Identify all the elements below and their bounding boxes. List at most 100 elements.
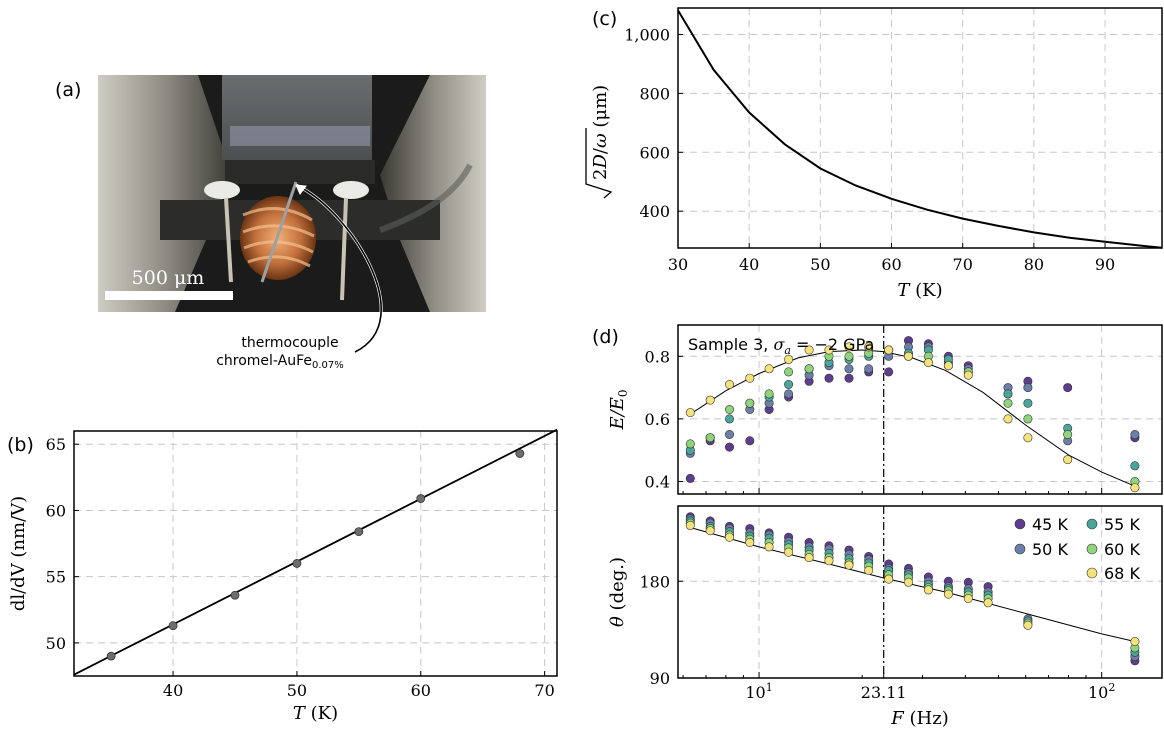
tick-label-x: 60 (411, 681, 431, 700)
y-axis-label-text: 2D/ω (μm) (590, 85, 611, 180)
top-point-45K (884, 367, 894, 377)
tick-label-x: 23.11 (861, 683, 907, 702)
data-point (292, 559, 302, 568)
legend-marker-45K (1014, 518, 1026, 530)
annotation-arrowhead (295, 184, 307, 195)
top-tick-label-y: 0.6 (645, 410, 670, 429)
top-point-68K (1130, 483, 1140, 493)
bottom-point-68K (943, 589, 953, 599)
tick-label-x: 70 (534, 681, 554, 700)
fit-line (73, 428, 558, 676)
top-point-50K (844, 364, 854, 374)
chart-b: 40 50 60 70 50 55 60 65 T (K) dl/dV (nm/V) (8, 428, 558, 724)
bottom-frame (677, 505, 1163, 679)
curve (677, 9, 1163, 249)
top-point-68K (1023, 433, 1033, 443)
top-tick-label-y: 0.4 (645, 472, 670, 491)
top-point-60K (1003, 398, 1013, 408)
legend-marker-68K (1086, 567, 1098, 579)
tick-label-x: 40 (739, 255, 759, 274)
tick-label-x: 70 (953, 255, 973, 274)
top-point-68K (963, 370, 973, 380)
legend-marker-50K (1014, 543, 1026, 555)
plot-frame (73, 430, 558, 677)
x-axis-label: T (K) (897, 280, 942, 301)
top-point-45K (745, 436, 755, 446)
bottom-tick-label-y: 180 (639, 572, 670, 591)
bottom-tick-label-y: 90 (650, 669, 670, 688)
top-point-60K (784, 367, 794, 377)
top-point-55K (784, 379, 794, 389)
data-point (416, 494, 426, 503)
top-point-55K (1130, 461, 1140, 471)
data-point (230, 590, 240, 600)
data-point (515, 449, 525, 458)
bottom-point-68K (745, 537, 755, 547)
tick-label-x: 30 (668, 255, 688, 274)
top-tick-label-y: 0.8 (645, 347, 670, 366)
legend-label: 60 K (1104, 540, 1140, 559)
tick-label-y: 60 (46, 501, 66, 520)
data-point (168, 621, 178, 631)
top-point-68K (923, 358, 933, 368)
bottom-point-68K (963, 593, 973, 603)
bottom-point-68K (864, 565, 874, 575)
top-point-68K (745, 373, 755, 383)
top-point-68K (685, 408, 695, 418)
tick-label-y: 55 (46, 568, 66, 587)
panel-label-b: (b) (7, 434, 34, 456)
top-point-68K (1063, 455, 1073, 465)
panel-label-d: (d) (592, 326, 619, 348)
bottom-point-68K (724, 532, 734, 542)
top-point-45K (844, 373, 854, 383)
top-point-68K (903, 351, 913, 361)
bottom-point-68K (923, 585, 933, 595)
tick-label-x: 101 (745, 681, 772, 702)
panel-label-c: (c) (592, 8, 617, 30)
bottom-point-68K (903, 577, 913, 587)
top-point-60K (844, 351, 854, 361)
legend-label: 45 K (1032, 515, 1068, 534)
bottom-point-68K (1023, 620, 1033, 630)
top-point-68K (844, 342, 854, 352)
bottom-y-axis-label: θ (deg.) (607, 557, 628, 627)
tick-label-y: 65 (46, 435, 66, 454)
top-point-60K (745, 398, 755, 408)
bottom-point-68K (1130, 636, 1140, 646)
bottom-point-68K (804, 553, 814, 563)
chart-d: 0.4 0.6 0.8 Sample 3, σa = −2 GPa E/E0 90 180 θ… (607, 324, 1163, 729)
top-point-60K (724, 404, 734, 414)
tick-label-y: 400 (639, 202, 670, 221)
data-point (106, 651, 116, 661)
tick-label-y: 1,000 (624, 26, 670, 45)
bottom-point-68K (784, 547, 794, 557)
tick-label-x: 50 (287, 681, 307, 700)
sample-photo: 500 μm (98, 75, 486, 312)
top-point-55K (724, 414, 734, 424)
x-axis-label: T (K) (293, 703, 338, 724)
bottom-point-68K (983, 598, 993, 608)
top-point-60K (764, 389, 774, 399)
annotation-arrow (295, 184, 382, 353)
x-axis-label: F (Hz) (890, 708, 948, 729)
top-point-68K (784, 354, 794, 364)
top-point-45K (685, 473, 695, 483)
scale-bar (105, 291, 233, 300)
top-point-68K (724, 379, 734, 389)
panel-d-title: Sample 3, σa = −2 GPa (688, 335, 874, 357)
tick-label-x: 50 (810, 255, 830, 274)
tick-label-x: 80 (1024, 255, 1044, 274)
top-point-50K (864, 364, 874, 374)
annotation-line1: thermocouple (241, 335, 338, 351)
legend-marker-60K (1086, 543, 1098, 555)
legend-label: 50 K (1032, 540, 1068, 559)
annotation-line2: chromel-AuFe0.07% (216, 353, 344, 371)
top-point-55K (1023, 398, 1033, 408)
top-point-68K (864, 342, 874, 352)
top-point-50K (724, 429, 734, 439)
top-point-50K (1023, 383, 1033, 393)
legend-label: 55 K (1104, 515, 1140, 534)
top-point-60K (804, 364, 814, 374)
top-point-55K (1003, 389, 1013, 399)
top-point-68K (705, 395, 715, 405)
